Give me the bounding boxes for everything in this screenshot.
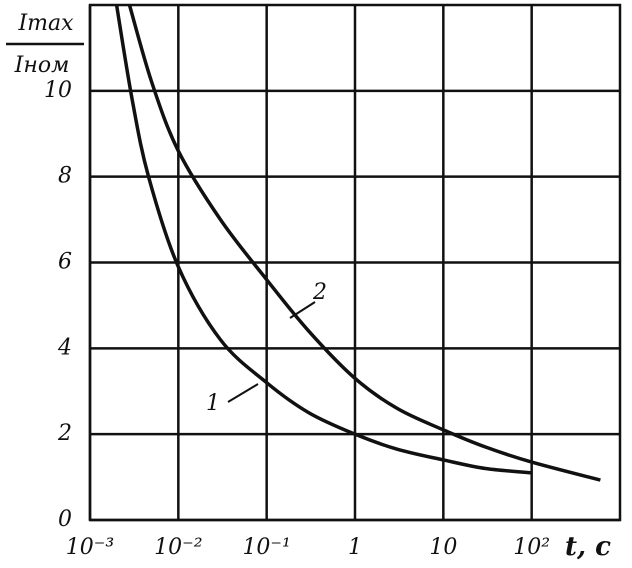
y-tick-label: 6	[58, 250, 72, 275]
y-tick-label: 10	[44, 78, 72, 103]
y-label-denominator: Iном	[14, 53, 70, 78]
y-tick-label: 4	[57, 335, 72, 360]
x-tick-label: 10⁻¹	[242, 535, 290, 560]
x-tick-label: 10²	[513, 535, 550, 560]
y-label-numerator: Imax	[17, 11, 74, 36]
series-label: 2	[312, 280, 327, 305]
x-label: t, c	[565, 532, 611, 562]
x-tick-label: 10	[429, 535, 457, 560]
curve	[114, 4, 532, 475]
series-label: 1	[206, 391, 220, 416]
y-tick-label: 0	[58, 507, 72, 532]
curve	[127, 4, 601, 482]
y-tick-label: 8	[58, 164, 72, 189]
x-tick-label: 10⁻³	[66, 535, 114, 560]
y-tick-label: 2	[57, 421, 72, 446]
x-tick-label: 10⁻²	[154, 535, 202, 560]
x-tick-label: 1	[348, 535, 362, 560]
label-leader	[227, 383, 259, 403]
